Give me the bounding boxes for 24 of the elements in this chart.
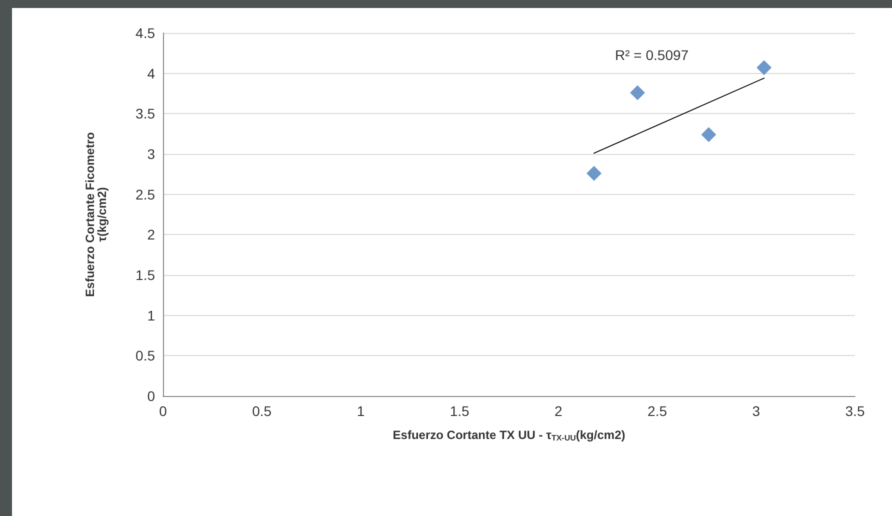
- y-tick-label: 4: [147, 65, 156, 82]
- x-tick-label: 2: [554, 403, 563, 419]
- x-tick-label: 3: [752, 403, 760, 419]
- point: [586, 166, 602, 181]
- y-tick-label: 1: [147, 307, 156, 324]
- y-tick-label: 4.5: [136, 25, 156, 41]
- x-tick-label: 1.5: [450, 403, 470, 419]
- annotation: R² = 0.5097: [615, 47, 689, 63]
- y-tick-label: 2: [147, 226, 156, 243]
- y-axis-title: Esfuerzo Cortante Ficometro τ(kg/cm2): [83, 132, 109, 297]
- y-tick-label: 0: [147, 388, 156, 404]
- y-tick-label: 2.5: [136, 186, 156, 202]
- point: [701, 127, 716, 142]
- point: [756, 60, 772, 76]
- x-tick-label: 1: [356, 403, 365, 419]
- x-tick-label: 3.5: [845, 403, 865, 419]
- x-tick-label: 0: [159, 403, 168, 419]
- y-tick-label: 1.5: [136, 267, 156, 283]
- y-tick-label: 3: [147, 146, 156, 162]
- y-tick-label: 3.5: [136, 106, 156, 122]
- x-tick-label: 2.5: [648, 403, 668, 419]
- point: [630, 85, 646, 100]
- y-tick-label: 0.5: [136, 348, 156, 364]
- x-tick-label: 0.5: [252, 403, 272, 419]
